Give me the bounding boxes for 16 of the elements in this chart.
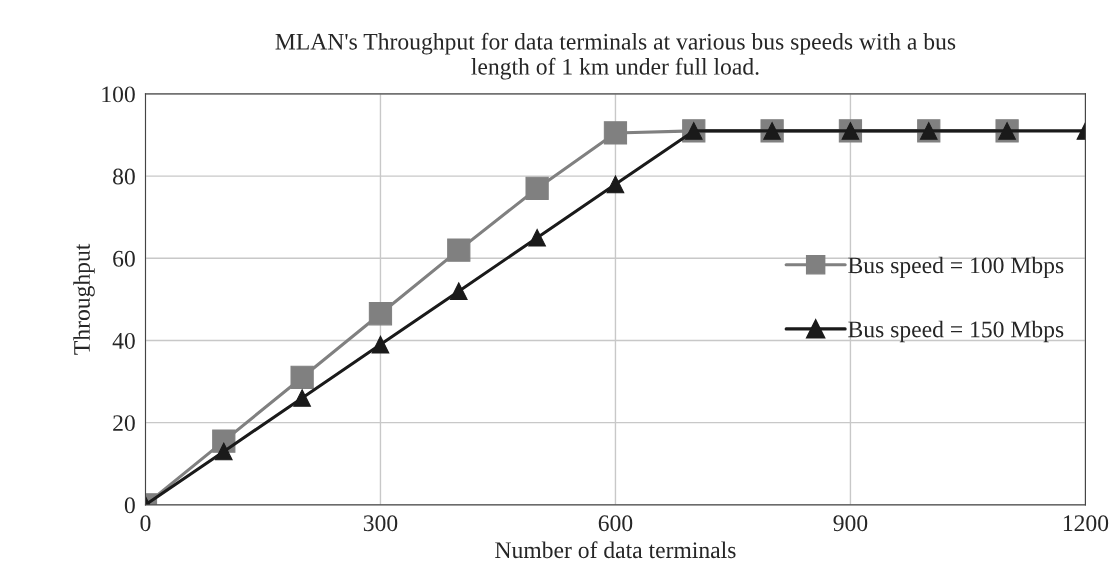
x-tick-label: 600 — [598, 515, 633, 532]
y-tick-label: 80 — [113, 168, 135, 185]
y-tick-label: 0 — [124, 497, 135, 514]
x-tick-label: 300 — [363, 515, 398, 532]
x-tick-label: 0 — [140, 515, 151, 532]
x-axis-title: Number of data terminals — [495, 541, 736, 559]
chart-title: MLAN's Throughput for data terminals at various bus speeds with a bus length of 1 km under full load. — [275, 32, 956, 80]
legend-label: Bus speed = 150 Mbps — [848, 320, 1064, 343]
x-tick-label: 1200 — [1063, 515, 1109, 532]
y-tick-label: 60 — [113, 250, 135, 267]
y-tick-label: 100 — [102, 86, 135, 103]
y-axis-title: Throughput — [73, 243, 95, 355]
legend-label: Bus speed = 100 Mbps — [848, 256, 1064, 279]
y-tick-label: 20 — [113, 415, 135, 432]
x-tick-label: 900 — [833, 515, 868, 532]
y-tick-label: 40 — [112, 332, 135, 349]
